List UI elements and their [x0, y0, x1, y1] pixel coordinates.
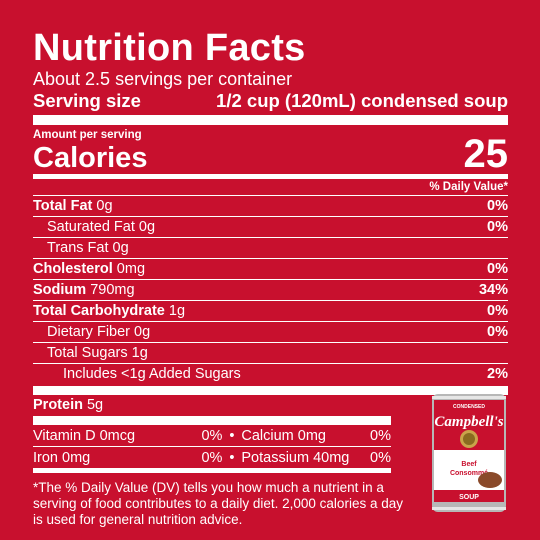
serving-size-row: Serving size 1/2 cup (120mL) condensed s…: [33, 90, 508, 111]
calories-row: Calories 25: [33, 134, 508, 174]
servings-per-container: About 2.5 servings per container: [33, 69, 293, 89]
nutrient-amount: 5g: [86, 397, 104, 413]
nutrient-dv: 0%: [487, 198, 508, 214]
nutrient-amount: 0g: [112, 240, 129, 256]
nutrition-facts-title: Nutrition Facts: [33, 27, 306, 69]
nutrient-name: Total Fat: [33, 198, 93, 214]
nutrient-dv: 0%: [487, 219, 508, 235]
daily-value-header: % Daily Value*: [429, 181, 508, 193]
nutrient-name: Protein: [33, 397, 83, 413]
micronutrient-dv: 0%: [201, 449, 223, 466]
can-variety-line1: Beef: [461, 461, 477, 468]
campbells-logo: Campbell's: [434, 414, 503, 430]
nutrition-facts-panel: Nutrition Facts About 2.5 servings per c…: [33, 28, 508, 528]
soup-bowl-image: [478, 472, 502, 488]
nutrient-name: Sodium: [33, 282, 87, 298]
micronutrient-row: Vitamin D 0mcg 0% • Calcium 0mg 0%: [33, 425, 391, 446]
nutrient-amount: 0g: [138, 219, 156, 235]
nutrient-row-total-fat: Total Fat 0g 0%: [33, 195, 508, 216]
micronutrient-name: Calcium 0mg: [241, 427, 326, 444]
nutrient-row-total-sugars: Total Sugars 1g: [33, 342, 508, 363]
thick-divider: [33, 416, 391, 425]
nutrient-name: Total Sugars: [47, 345, 128, 361]
micronutrient-row: Iron 0mg 0% • Potassium 40mg 0%: [33, 447, 391, 468]
nutrient-name: Cholesterol: [33, 261, 113, 277]
nutrient-amount: 0mg: [116, 261, 146, 277]
nutrient-amount: 0g: [134, 324, 151, 340]
serving-size-value: 1/2 cup (120mL) condensed soup: [216, 90, 508, 111]
micronutrient-name: Vitamin D 0mcg: [33, 427, 136, 444]
bullet-separator: •: [229, 427, 235, 444]
micronutrient-dv: 0%: [370, 449, 391, 466]
nutrient-dv: 0%: [487, 303, 508, 319]
nutrient-row-protein: Protein 5g: [33, 395, 508, 415]
medium-divider: [33, 468, 391, 473]
can-condensed-text: CONDENSED: [453, 404, 485, 410]
nutrient-row-sodium: Sodium 790mg 34%: [33, 279, 508, 300]
nutrient-dv: 0%: [487, 261, 508, 277]
nutrient-row-saturated-fat: Saturated Fat 0g 0%: [33, 216, 508, 237]
can-soup-text: SOUP: [459, 494, 479, 501]
daily-value-footnote: *The % Daily Value (DV) tells you how mu…: [33, 480, 403, 527]
nutrient-dv: 0%: [487, 324, 508, 340]
calories-value: 25: [463, 132, 509, 176]
micronutrient-name: Iron 0mg: [33, 449, 91, 466]
can-variety-line2: Consommé: [450, 470, 488, 477]
thin-divider: [33, 446, 391, 447]
nutrient-row-total-carbohydrate: Total Carbohydrate 1g 0%: [33, 300, 508, 321]
nutrient-row-added-sugars: Includes <1g Added Sugars 2%: [33, 363, 508, 384]
thick-divider: [33, 115, 508, 125]
nutrient-dv: 34%: [478, 282, 508, 298]
micronutrient-name: Potassium 40mg: [241, 449, 350, 466]
nutrient-name: Trans Fat: [47, 240, 109, 256]
micronutrient-dv: 0%: [370, 427, 391, 444]
bullet-separator: •: [229, 449, 235, 466]
nutrient-amount: 1g: [168, 303, 186, 319]
calories-label: Calories: [33, 142, 148, 174]
nutrient-amount: 790mg: [90, 282, 135, 298]
soup-can-image: CONDENSED Campbell's Beef Consommé SOUP: [432, 394, 506, 512]
thick-divider: [33, 386, 508, 395]
nutrient-name: Includes <1g Added Sugars: [63, 366, 241, 382]
nutrient-row-dietary-fiber: Dietary Fiber 0g 0%: [33, 321, 508, 342]
medium-divider: [33, 174, 508, 179]
micronutrient-dv: 0%: [201, 427, 223, 444]
nutrient-name: Dietary Fiber: [47, 324, 130, 340]
serving-size-label: Serving size: [33, 90, 141, 111]
nutrient-amount: 1g: [131, 345, 148, 361]
nutrient-name: Total Carbohydrate: [33, 303, 165, 319]
nutrient-dv: 2%: [487, 366, 508, 382]
nutrient-amount: 0g: [96, 198, 113, 214]
amount-per-serving: Amount per serving: [33, 129, 142, 141]
nutrient-row-trans-fat: Trans Fat 0g: [33, 237, 508, 258]
nutrient-row-cholesterol: Cholesterol 0mg 0%: [33, 258, 508, 279]
nutrient-name: Saturated Fat: [47, 219, 135, 235]
